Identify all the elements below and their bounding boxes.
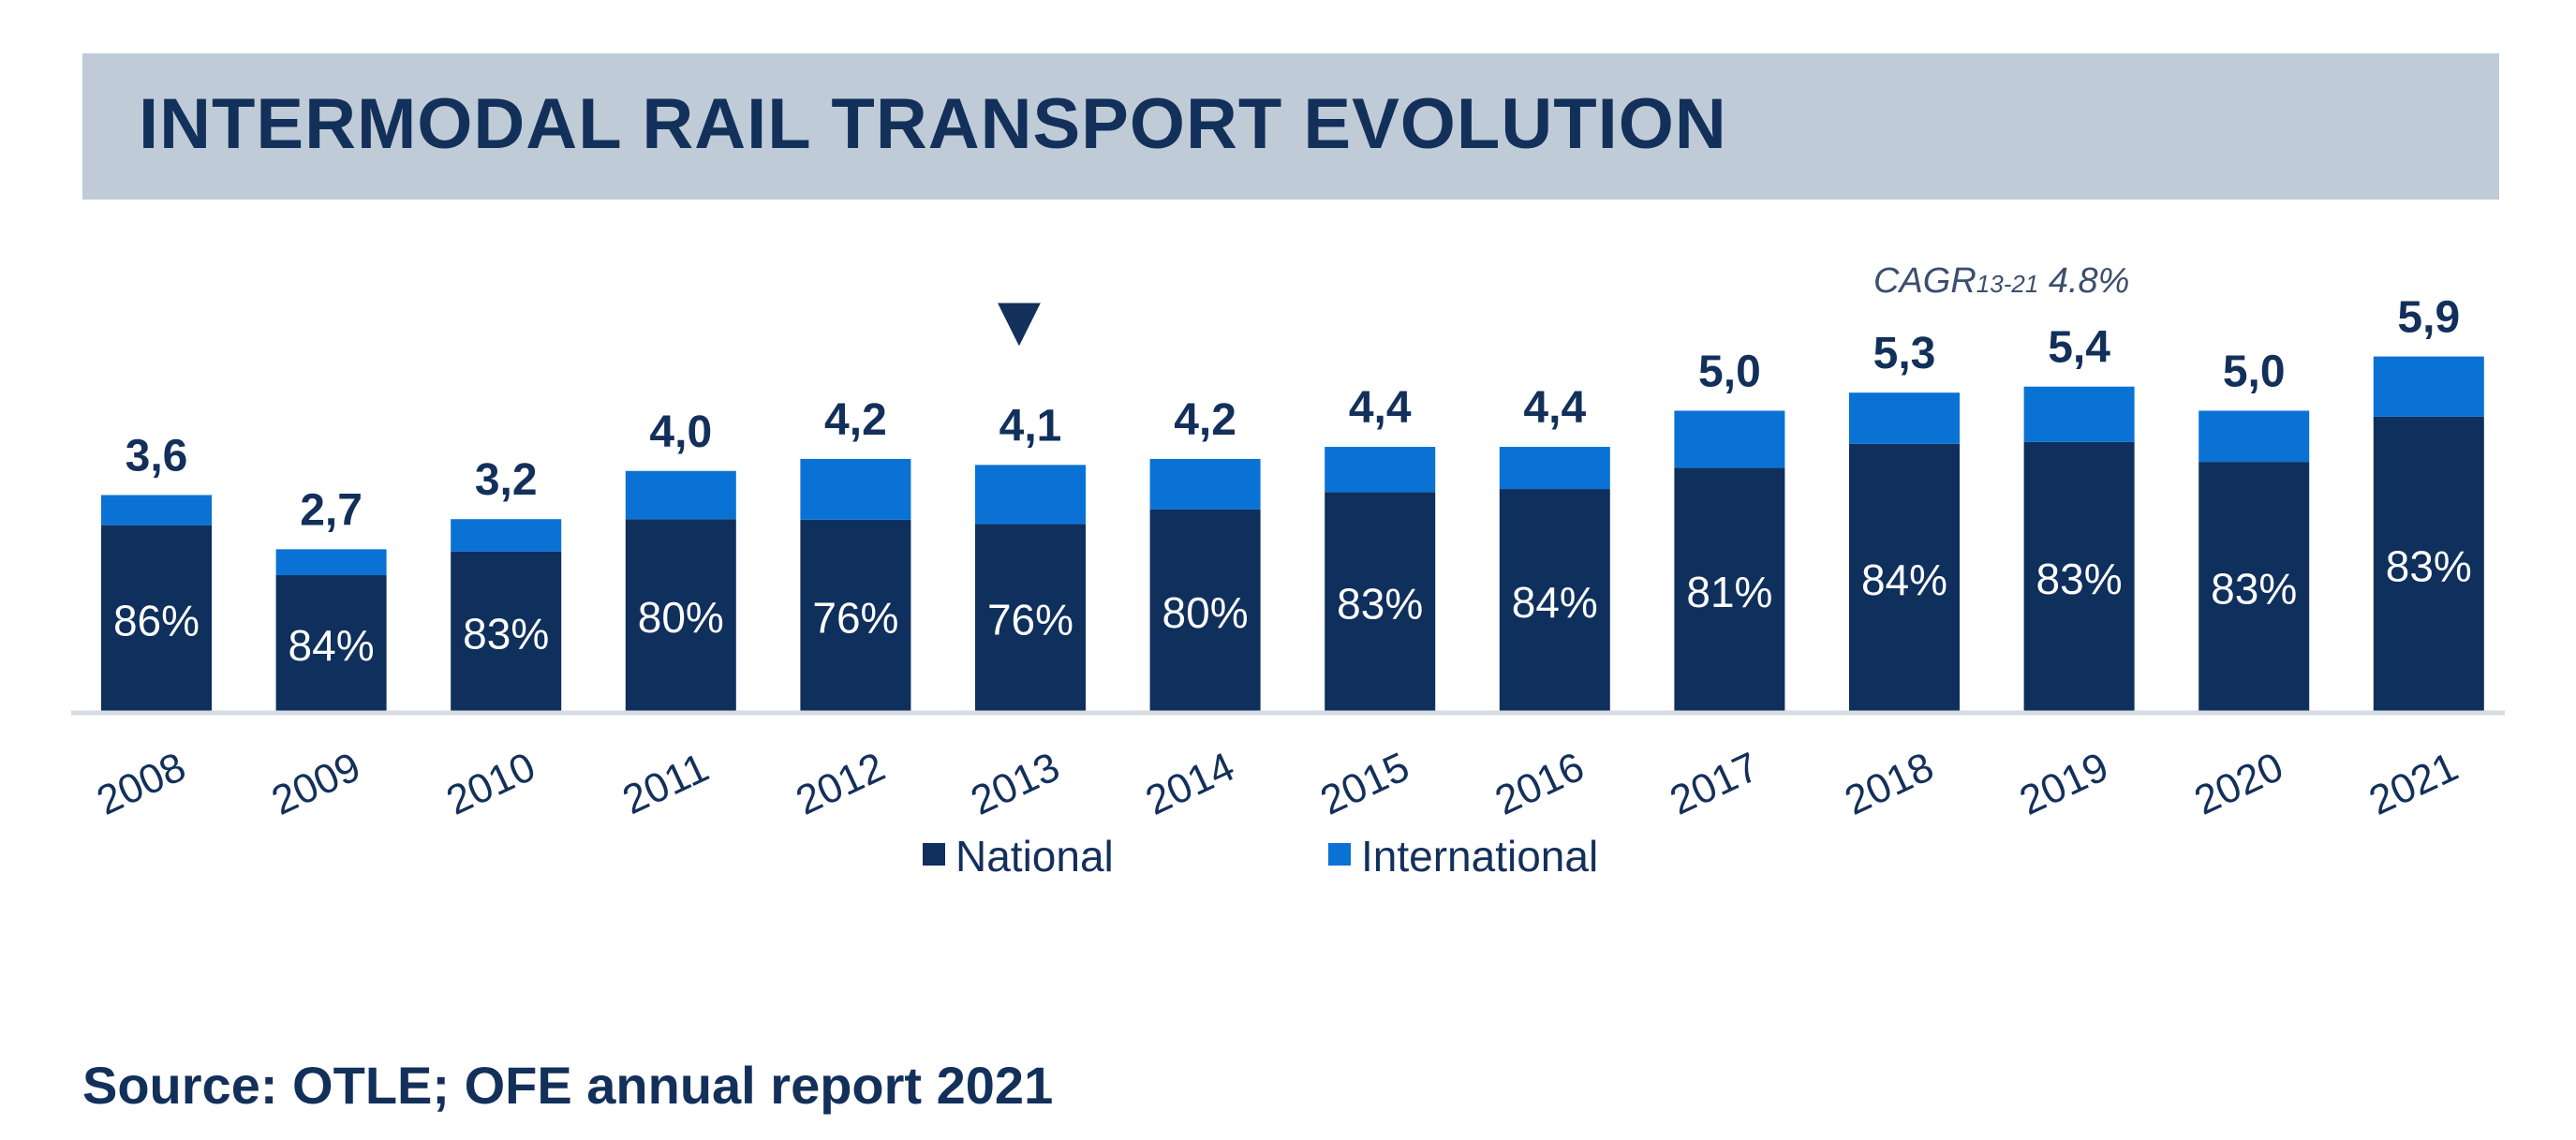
x-tick-2013: 2013: [964, 744, 1066, 824]
x-tick-2012: 2012: [790, 744, 892, 824]
share-label-2008: 86%: [113, 596, 200, 644]
total-label-2018: 5,3: [1873, 329, 1936, 378]
bar-international-2020: [2198, 410, 2310, 463]
bar-international-2016: [1499, 447, 1610, 490]
bar-national-2009: [275, 575, 387, 712]
source-note: Source: OTLE; OFE annual report 2021: [82, 1056, 1054, 1115]
chart-title: INTERMODAL RAIL TRANSPORT EVOLUTION: [139, 84, 1727, 164]
share-label-2021: 83%: [2386, 541, 2472, 590]
bar-international-2014: [1149, 458, 1261, 510]
cagr-annotation: CAGR13-21 4.8%: [1873, 261, 2129, 301]
share-label-2013: 76%: [987, 596, 1073, 644]
share-label-2014: 80%: [1162, 588, 1249, 637]
bar-national-2019: [2023, 441, 2135, 712]
total-label-2015: 4,4: [1349, 383, 1412, 433]
bar-national-2017: [1674, 467, 1785, 712]
total-label-2013: 4,1: [999, 401, 1062, 451]
legend-label-national: National: [955, 832, 1114, 881]
x-tick-2016: 2016: [1488, 744, 1591, 824]
share-label-2016: 84%: [1512, 578, 1598, 627]
highlight-marker-icon: ▼: [998, 288, 1041, 353]
total-label-2011: 4,0: [649, 407, 712, 457]
share-label-2009: 84%: [289, 621, 375, 670]
bar-international-2017: [1674, 410, 1785, 468]
x-tick-2011: 2011: [615, 745, 715, 823]
bar-international-2009: [275, 549, 387, 576]
bar-national-2016: [1499, 489, 1610, 712]
x-tick-2015: 2015: [1313, 744, 1415, 824]
share-label-2015: 83%: [1337, 580, 1423, 629]
x-tick-2019: 2019: [2013, 744, 2115, 824]
share-label-2020: 83%: [2211, 565, 2297, 614]
total-label-2010: 3,2: [475, 455, 538, 505]
bar-national-2013: [975, 524, 1086, 712]
title-band: INTERMODAL RAIL TRANSPORT EVOLUTION: [82, 53, 2499, 200]
share-label-2011: 80%: [638, 593, 724, 642]
bar-national-2011: [625, 519, 736, 712]
bar-national-2015: [1325, 492, 1436, 712]
legend-label-international: International: [1361, 832, 1598, 881]
bar-international-2019: [2023, 386, 2135, 442]
bar-international-2008: [101, 495, 212, 526]
bar-international-2018: [1849, 392, 1960, 444]
x-tick-2018: 2018: [1838, 744, 1940, 824]
x-tick-2008: 2008: [90, 744, 192, 824]
bar-national-2020: [2198, 462, 2310, 712]
bar-national-2021: [2373, 416, 2484, 712]
legend-swatch-national: [923, 843, 945, 866]
total-label-2017: 5,0: [1698, 347, 1761, 396]
total-label-2019: 5,4: [2048, 323, 2110, 373]
x-tick-2021: 2021: [2362, 744, 2465, 824]
total-label-2009: 2,7: [300, 485, 363, 535]
x-tick-2017: 2017: [1664, 744, 1766, 824]
bar-national-2012: [800, 519, 911, 712]
bar-international-2011: [625, 470, 736, 520]
bar-national-2008: [101, 525, 212, 712]
share-label-2012: 76%: [812, 593, 898, 642]
total-label-2021: 5,9: [2397, 293, 2460, 343]
share-label-2017: 81%: [1686, 568, 1772, 616]
total-label-2012: 4,2: [824, 395, 887, 445]
bar-international-2013: [975, 465, 1086, 525]
bar-international-2010: [451, 519, 562, 552]
bar-national-2010: [451, 551, 562, 712]
x-tick-2014: 2014: [1139, 744, 1241, 824]
share-label-2010: 83%: [463, 609, 549, 658]
total-label-2014: 4,2: [1174, 395, 1236, 445]
bar-national-2018: [1849, 443, 1960, 712]
share-label-2018: 84%: [1861, 555, 1947, 604]
total-label-2008: 3,6: [126, 431, 188, 481]
x-tick-2009: 2009: [265, 744, 367, 824]
total-label-2020: 5,0: [2223, 347, 2286, 396]
legend-swatch-international: [1328, 843, 1351, 866]
bar-international-2015: [1325, 447, 1436, 493]
bar-international-2021: [2373, 356, 2484, 417]
share-label-2019: 83%: [2036, 555, 2123, 603]
total-label-2016: 4,4: [1523, 383, 1586, 433]
bar-national-2014: [1149, 509, 1261, 712]
x-tick-2010: 2010: [439, 744, 541, 824]
x-tick-2020: 2020: [2187, 744, 2289, 824]
bar-international-2012: [800, 458, 911, 520]
